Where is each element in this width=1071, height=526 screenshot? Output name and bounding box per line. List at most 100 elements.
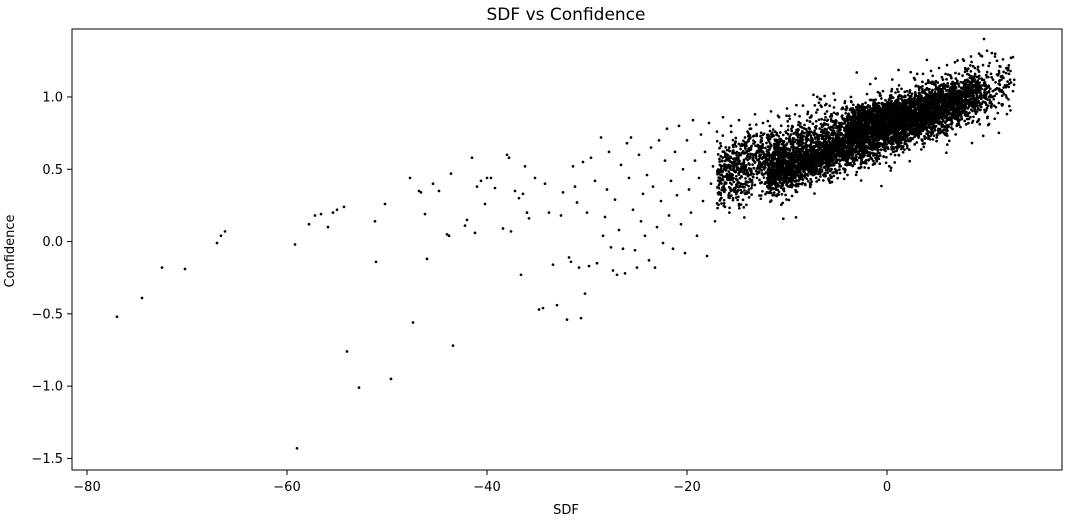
data-point bbox=[732, 152, 735, 155]
data-point bbox=[922, 145, 926, 149]
data-point bbox=[788, 117, 792, 121]
data-point bbox=[1008, 104, 1011, 108]
data-point bbox=[834, 112, 838, 116]
data-point bbox=[736, 165, 739, 169]
data-point bbox=[935, 136, 939, 139]
data-point bbox=[707, 121, 711, 125]
data-point bbox=[759, 134, 762, 138]
data-point bbox=[525, 211, 529, 214]
data-point bbox=[724, 146, 728, 149]
data-point bbox=[647, 258, 651, 262]
data-point bbox=[798, 140, 802, 144]
data-point bbox=[719, 170, 722, 174]
data-point bbox=[805, 119, 809, 122]
data-point bbox=[908, 130, 912, 134]
data-point bbox=[761, 156, 765, 159]
data-point bbox=[759, 149, 763, 153]
data-point bbox=[890, 87, 894, 91]
data-point bbox=[419, 191, 423, 194]
data-point bbox=[798, 133, 802, 137]
data-point bbox=[645, 173, 649, 177]
data-point bbox=[894, 91, 897, 94]
data-point bbox=[718, 157, 721, 161]
data-point bbox=[611, 269, 615, 272]
data-point bbox=[775, 133, 778, 137]
data-point bbox=[736, 181, 740, 185]
data-point bbox=[772, 174, 775, 178]
data-point bbox=[513, 189, 517, 193]
data-point bbox=[752, 142, 755, 145]
data-point bbox=[709, 182, 713, 186]
data-point bbox=[969, 55, 973, 58]
data-point bbox=[897, 153, 901, 157]
data-point bbox=[929, 69, 933, 73]
data-point bbox=[683, 251, 687, 255]
data-point bbox=[777, 153, 780, 157]
data-point bbox=[859, 179, 863, 182]
data-point bbox=[882, 148, 886, 151]
data-point bbox=[841, 136, 844, 140]
data-point bbox=[905, 89, 909, 93]
data-point bbox=[1011, 89, 1015, 93]
data-point bbox=[1006, 80, 1009, 83]
data-point bbox=[473, 231, 477, 235]
data-point bbox=[782, 169, 786, 173]
data-point bbox=[517, 196, 521, 200]
data-point bbox=[603, 215, 607, 219]
data-point bbox=[601, 234, 605, 238]
data-point bbox=[731, 149, 734, 153]
data-point bbox=[756, 166, 759, 170]
data-point bbox=[971, 119, 975, 123]
data-point bbox=[762, 153, 766, 157]
data-point bbox=[793, 155, 796, 159]
data-point bbox=[689, 211, 693, 214]
data-point bbox=[669, 179, 673, 183]
data-point bbox=[905, 144, 909, 148]
data-point bbox=[661, 241, 665, 245]
data-point bbox=[791, 171, 794, 175]
data-point bbox=[958, 118, 961, 122]
data-point bbox=[786, 184, 790, 188]
data-point bbox=[629, 136, 633, 139]
data-point bbox=[774, 184, 778, 188]
data-point bbox=[751, 157, 755, 161]
data-point bbox=[295, 446, 299, 450]
data-point bbox=[829, 128, 833, 131]
data-point bbox=[721, 170, 725, 173]
data-point bbox=[781, 161, 784, 164]
data-point bbox=[621, 247, 625, 251]
data-point bbox=[651, 185, 655, 188]
data-point bbox=[749, 167, 753, 171]
data-point bbox=[819, 133, 823, 137]
data-point bbox=[724, 163, 728, 167]
data-point bbox=[805, 139, 809, 143]
data-point bbox=[718, 146, 721, 150]
data-point bbox=[776, 158, 779, 161]
data-point bbox=[810, 180, 814, 183]
data-point bbox=[779, 203, 783, 207]
data-point bbox=[751, 175, 755, 179]
data-point bbox=[782, 148, 786, 152]
data-point bbox=[449, 172, 453, 175]
data-point bbox=[577, 266, 581, 269]
data-point bbox=[770, 155, 773, 158]
data-point bbox=[731, 157, 735, 161]
data-point bbox=[890, 148, 893, 151]
data-point bbox=[760, 172, 764, 175]
data-point bbox=[667, 214, 671, 217]
data-point bbox=[945, 143, 949, 146]
data-point bbox=[942, 119, 945, 122]
data-point bbox=[890, 89, 893, 93]
data-point bbox=[788, 164, 792, 168]
data-point bbox=[755, 176, 759, 180]
data-point bbox=[807, 163, 811, 167]
data-point bbox=[715, 139, 719, 143]
data-point bbox=[823, 103, 827, 107]
data-point bbox=[637, 153, 641, 157]
data-point bbox=[843, 119, 847, 123]
data-point bbox=[571, 165, 575, 168]
data-point bbox=[803, 123, 806, 127]
data-point bbox=[998, 78, 1002, 82]
data-point bbox=[997, 71, 1001, 75]
data-point bbox=[785, 198, 788, 201]
